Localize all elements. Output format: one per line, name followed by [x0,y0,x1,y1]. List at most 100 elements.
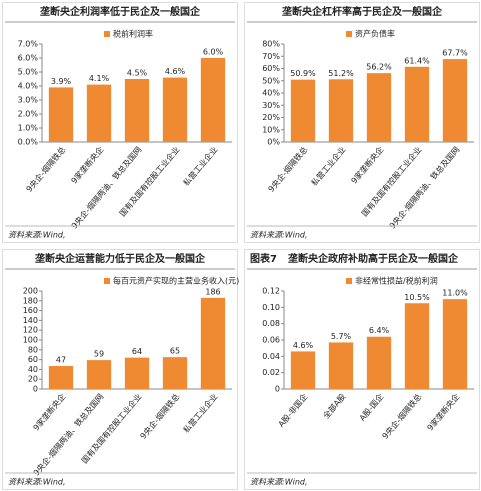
data-label: 67.7% [442,49,468,58]
data-label: 51.2% [328,69,354,78]
data-label: 65 [170,347,180,356]
bar [328,79,354,142]
y-tick-label: 0.02 [262,368,280,377]
y-tick-label: 5.0% [18,68,39,77]
bar [366,73,392,142]
legend-swatch [346,31,352,37]
bar [200,58,226,142]
data-label: 4.6% [293,341,314,350]
y-tick-label: 20 [28,375,38,384]
y-tick-label: 120 [23,326,38,335]
bar [290,351,316,389]
bar [86,360,112,389]
x-tick-label: 9央企-烟隔铁总 [266,144,310,193]
y-tick-label: 80 [28,345,38,354]
y-tick-label: 0.10 [262,303,280,312]
y-tick-label: 0 [275,385,280,394]
legend-swatch [104,31,110,37]
data-label: 50.9% [290,69,316,78]
bar [48,365,74,389]
y-tick-label: 70% [262,52,280,61]
data-label: 10.5% [404,293,430,302]
x-tick-label: 9家垄断央企 [31,391,68,432]
y-tick-label: 0.06 [262,336,280,345]
x-tick-label: 9家垄断央企 [69,144,106,185]
y-tick-label: 4.0% [18,82,39,91]
x-tick-label: A股-国企 [357,391,385,422]
x-tick-label: 私营工业企业 [181,391,220,434]
x-tick-label: 9央企-烟隔两油、铁总及国网 [69,144,144,230]
data-label: 11.0% [442,289,468,298]
bar [86,84,112,142]
y-tick-label: 0.04 [262,352,280,361]
data-label: 56.2% [366,63,392,72]
panel-border [2,2,238,243]
legend-swatch [346,278,352,284]
source-note: 资料来源:Wind, [250,231,308,240]
y-tick-label: 20% [262,113,280,122]
data-label: 6.4% [369,326,390,335]
bar [162,77,188,142]
chart-title: 垄断央企运营能力低于民企及一般国企 [35,252,206,265]
source-note: 资料来源:Wind, [8,478,66,487]
legend-label: 每百元资产实现的主营业务收入(元) [113,276,239,286]
bar [366,336,392,389]
data-label: 64 [132,347,142,356]
x-tick-label: 私营工业企业 [181,144,220,187]
data-label: 4.6% [165,67,186,76]
y-tick-label: 100 [23,336,38,345]
bar [48,87,74,142]
chart-title: 垄断央企利润率低于民企及一般国企 [40,5,201,18]
legend-label: 非经常性损益/税前利润 [355,276,438,286]
y-tick-label: 60 [28,355,38,364]
x-tick-label: 9央企-烟隔铁总 [138,391,182,440]
panel-border [2,249,238,490]
bar [124,79,150,142]
data-label: 4.5% [127,69,148,78]
y-tick-label: 60% [262,64,280,73]
data-label: 47 [56,355,66,364]
data-label: 186 [205,287,220,296]
chart-title: 垄断央企政府补助高于民企及一般国企 [288,252,459,265]
x-tick-label: A股-非国企 [276,391,310,428]
y-tick-label: 180 [23,296,38,305]
x-tick-label: 9家垄断央企 [349,144,386,185]
y-tick-label: 0.0% [18,138,39,147]
bar [162,357,188,389]
y-tick-label: 160 [23,306,38,315]
y-tick-label: 1.0% [18,124,39,133]
data-label: 6.0% [203,48,224,57]
y-tick-label: 40 [28,365,38,374]
data-label: 4.1% [89,74,110,83]
x-tick-label: 私营工业企业 [309,144,348,187]
bar [290,79,316,142]
bar [328,342,354,389]
bar [442,59,468,142]
y-tick-label: 40% [262,89,280,98]
y-tick-label: 6.0% [18,54,39,63]
x-tick-label: 全部A股 [321,391,348,420]
panel-border [244,2,480,243]
x-tick-label: 9家垄断央企 [425,391,462,432]
chart-title: 垄断央企杠杆率高于民企及一般国企 [282,5,443,18]
x-tick-label: 9央企-烟隔铁总 [24,144,68,193]
bar [200,297,226,389]
y-tick-label: 30% [262,101,280,110]
bar [442,299,468,389]
y-tick-label: 2.0% [18,110,39,119]
legend-label: 税前利润率 [113,29,153,39]
y-tick-label: 0 [33,385,38,394]
x-tick-label: 9央企-烟隔两油、铁总及国网 [387,144,462,230]
data-label: 59 [94,350,104,359]
source-note: 资料来源:Wind, [8,231,66,240]
y-tick-label: 0% [267,138,280,147]
legend-swatch [104,278,110,284]
y-tick-label: 10% [262,125,280,134]
y-tick-label: 50% [262,76,280,85]
y-tick-label: 200 [23,287,38,296]
chart-label: 图表7 [250,252,277,265]
source-note: 资料来源:Wind, [250,478,308,487]
panel-border [244,249,480,490]
data-label: 5.7% [331,332,352,341]
